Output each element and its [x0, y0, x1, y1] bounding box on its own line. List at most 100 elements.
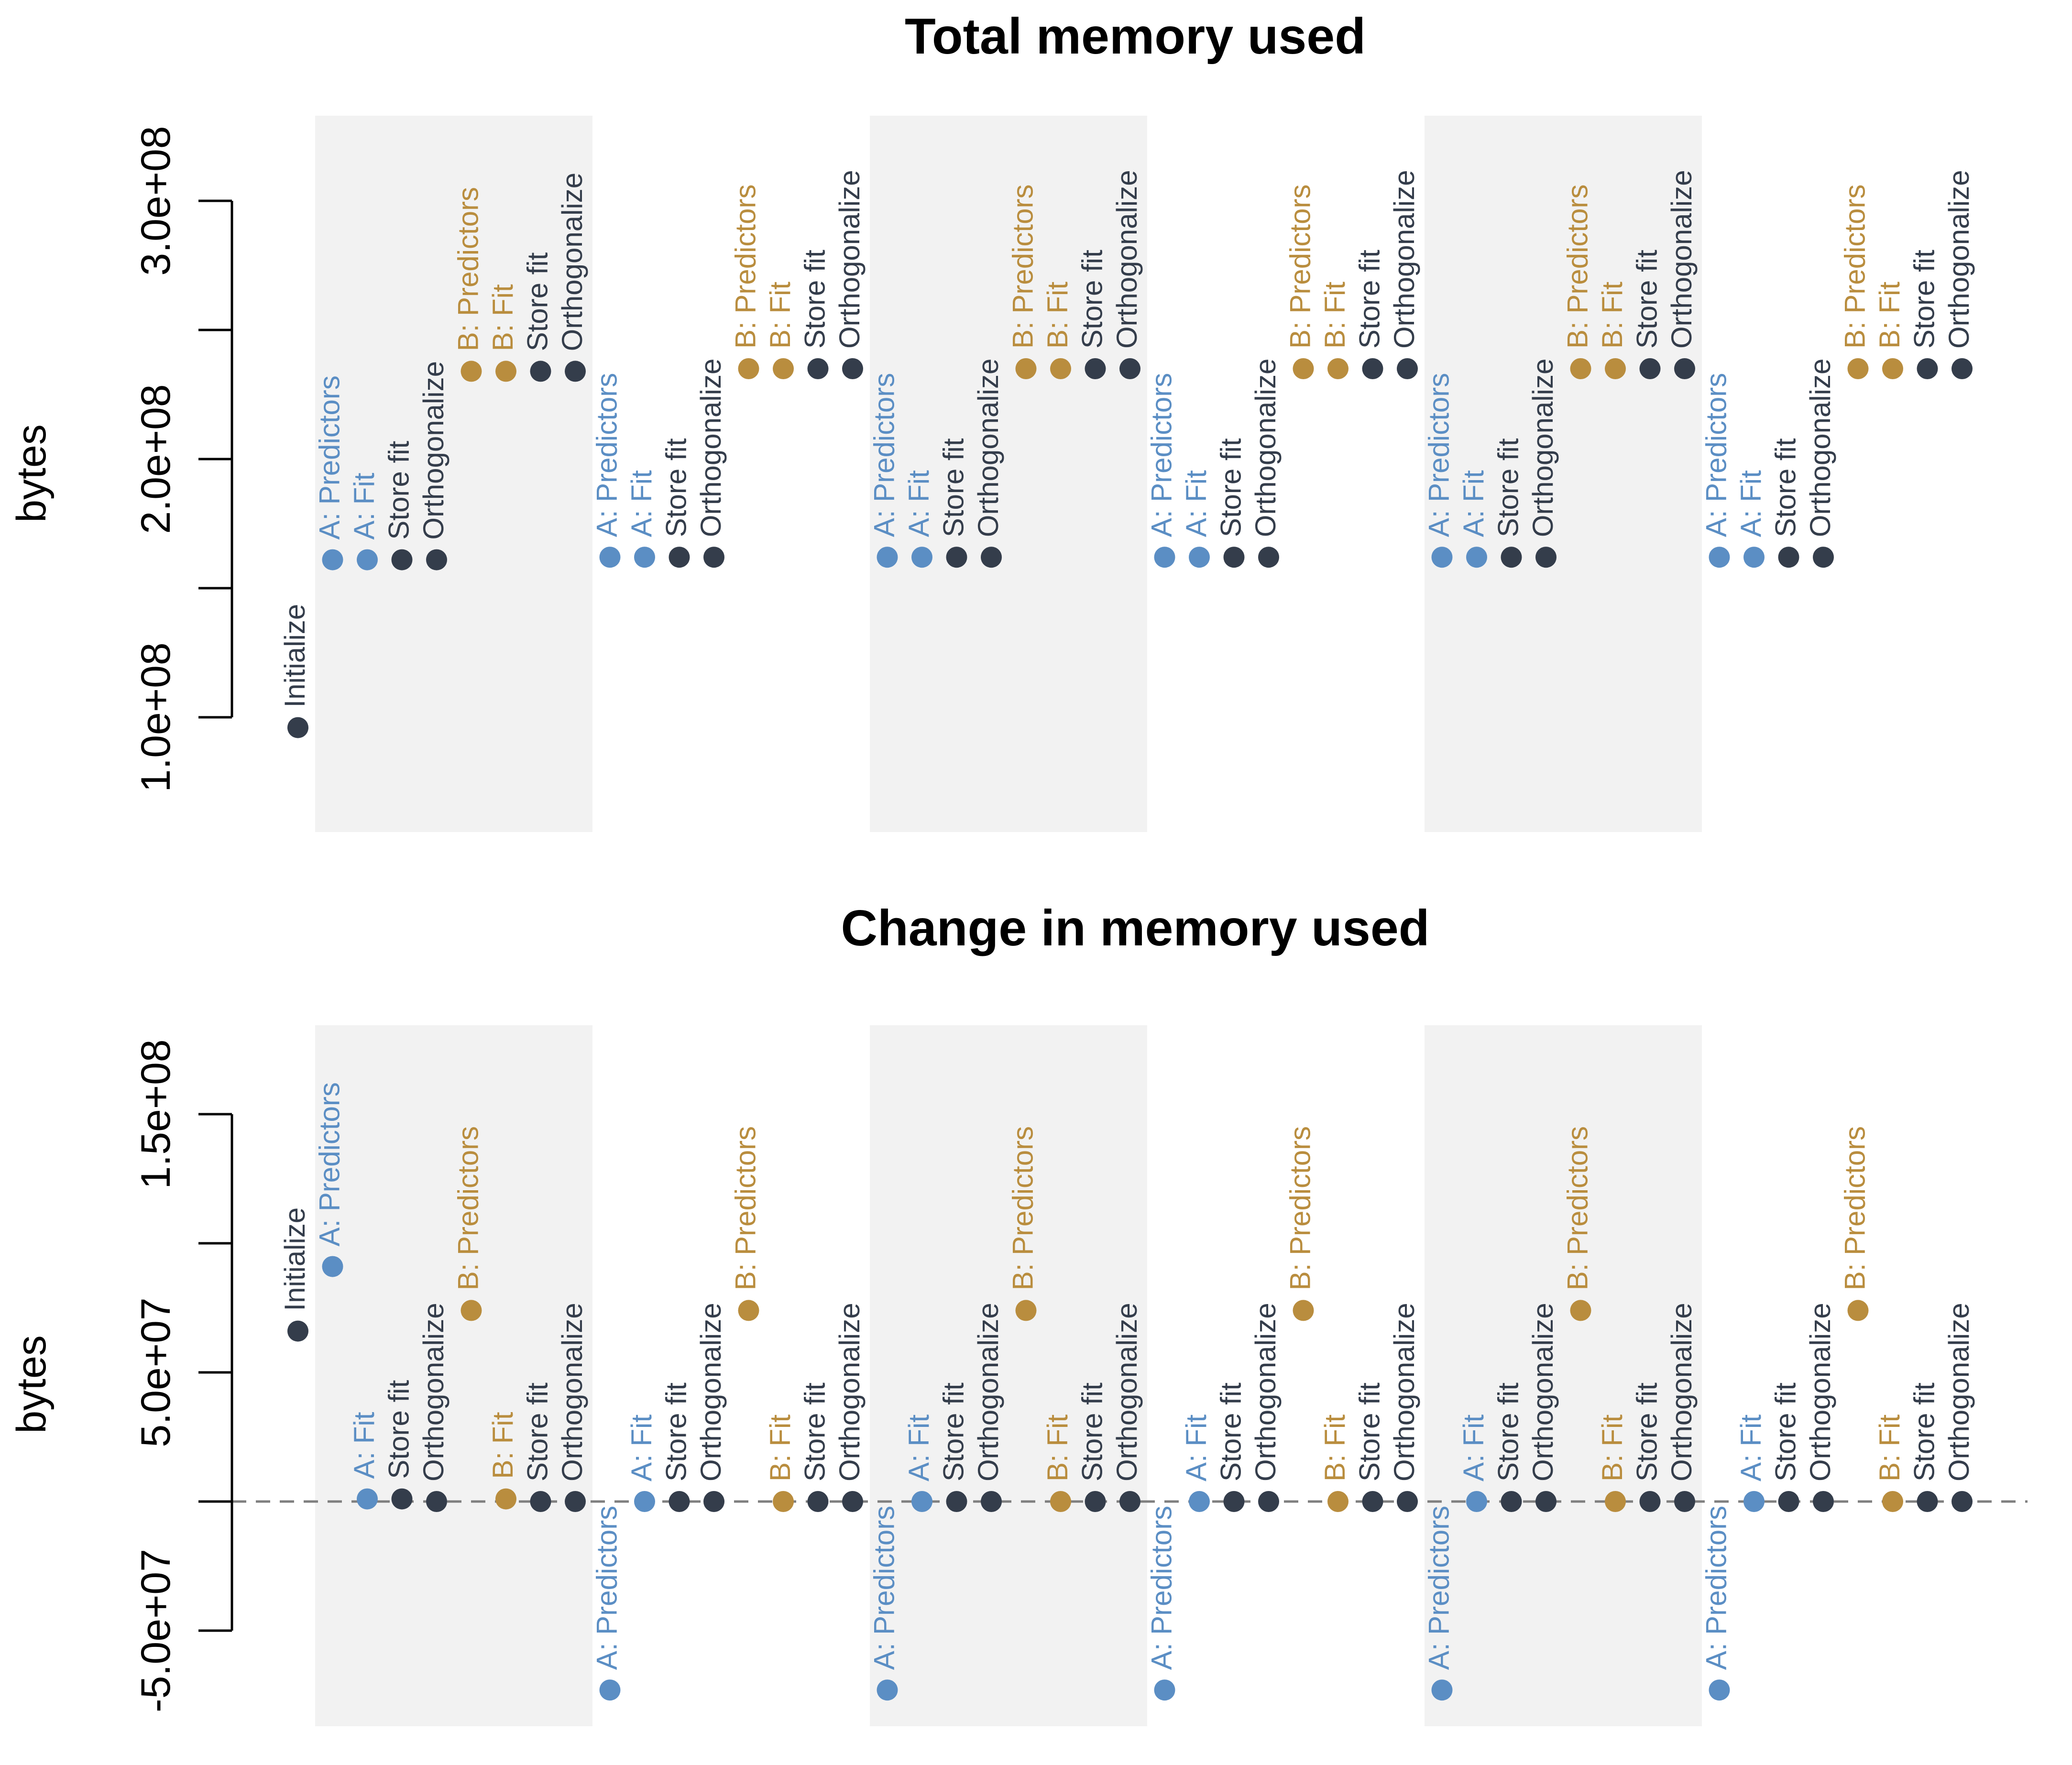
- point-label: Store fit: [383, 441, 415, 540]
- data-point: [1951, 1491, 1973, 1512]
- point-label: A: Fit: [1735, 1414, 1767, 1481]
- data-point: [1778, 547, 1799, 568]
- point-label: Orthogonalize: [1943, 170, 1975, 349]
- point-label: A: Predictors: [868, 373, 900, 537]
- data-point: [1743, 1491, 1765, 1512]
- point-label: Orthogonalize: [833, 1303, 866, 1481]
- point-label: A: Fit: [903, 470, 935, 537]
- data-point: [1847, 1300, 1869, 1321]
- point-label: Orthogonalize: [1250, 1303, 1282, 1481]
- shaded-block: [870, 116, 1147, 832]
- point-label: Store fit: [522, 1382, 554, 1481]
- data-point: [1119, 1491, 1140, 1512]
- point-label: B: Predictors: [1562, 1126, 1594, 1290]
- point-label: B: Fit: [1041, 282, 1074, 349]
- data-point: [1050, 358, 1071, 379]
- point-label: Orthogonalize: [972, 1303, 1004, 1481]
- data-point: [287, 1320, 308, 1342]
- data-point: [773, 1491, 794, 1512]
- point-label: B: Fit: [764, 282, 796, 349]
- data-point: [1917, 358, 1938, 379]
- data-point: [634, 1491, 655, 1512]
- point-label: Orthogonalize: [1666, 1303, 1698, 1481]
- data-point: [1639, 358, 1661, 379]
- point-label: Orthogonalize: [833, 170, 866, 349]
- point-label: A: Fit: [1458, 1414, 1490, 1481]
- data-point: [1223, 547, 1245, 568]
- data-point: [773, 358, 794, 379]
- y-tick-label: -5.0e+07: [133, 1549, 179, 1712]
- point-label: Orthogonalize: [1666, 170, 1698, 349]
- point-label: A: Predictors: [1423, 1506, 1455, 1670]
- data-point: [1293, 1300, 1314, 1321]
- point-label: A: Predictors: [314, 1082, 346, 1246]
- data-point: [738, 358, 759, 379]
- data-point: [1362, 1491, 1383, 1512]
- y-axis-label: bytes: [9, 1335, 55, 1434]
- data-point: [391, 1488, 413, 1510]
- data-point: [1085, 1491, 1106, 1512]
- data-point: [426, 549, 447, 570]
- point-label: Store fit: [1492, 438, 1524, 537]
- point-label: B: Predictors: [452, 187, 484, 351]
- point-label: A: Fit: [1735, 470, 1767, 537]
- y-axis: -5.0e+07 5.0e+07 1.5e+08: [133, 1039, 233, 1712]
- y-tick-label: 1.5e+08: [133, 1039, 179, 1189]
- data-point: [669, 547, 690, 568]
- data-point: [565, 361, 586, 382]
- chart-title: Total memory used: [905, 8, 1366, 65]
- data-point: [495, 1488, 516, 1510]
- data-point: [1223, 1491, 1245, 1512]
- data-point: [1813, 547, 1834, 568]
- data-point: [565, 1491, 586, 1512]
- data-point: [981, 547, 1002, 568]
- data-point: [1778, 1491, 1799, 1512]
- data-point: [1743, 547, 1765, 568]
- point-label: Store fit: [1215, 438, 1247, 537]
- shaded-block: [870, 1025, 1147, 1726]
- point-label: B: Predictors: [730, 185, 762, 349]
- data-point: [1258, 1491, 1279, 1512]
- point-label: Store fit: [1354, 1382, 1386, 1481]
- data-point: [391, 549, 413, 570]
- point-label: Store fit: [1354, 250, 1386, 349]
- data-point: [911, 1491, 932, 1512]
- point-label: Orthogonalize: [1804, 1303, 1836, 1481]
- point-label: B: Fit: [1596, 1414, 1628, 1481]
- data-point: [1085, 358, 1106, 379]
- point-label: Store fit: [1631, 1382, 1663, 1481]
- point-label: B: Fit: [1319, 282, 1351, 349]
- point-label: Store fit: [1908, 1382, 1940, 1481]
- data-point: [1501, 1491, 1522, 1512]
- point-label: Store fit: [938, 438, 970, 537]
- point-label: A: Predictors: [1146, 1506, 1178, 1670]
- data-point: [1674, 358, 1695, 379]
- point-label: Store fit: [799, 1382, 831, 1481]
- point-label: A: Predictors: [868, 1506, 900, 1670]
- data-point: [1917, 1491, 1938, 1512]
- data-point: [1050, 1491, 1071, 1512]
- point-label: Store fit: [1076, 1382, 1108, 1481]
- point-label: B: Fit: [487, 284, 519, 351]
- data-point: [322, 1256, 343, 1277]
- shaded-blocks: [315, 116, 1702, 832]
- data-point: [1293, 358, 1314, 379]
- data-point: [1570, 358, 1591, 379]
- point-label: Orthogonalize: [1250, 359, 1282, 537]
- data-point: [1605, 358, 1626, 379]
- point-label: B: Predictors: [730, 1126, 762, 1290]
- data-point: [1431, 547, 1453, 568]
- point-label: Orthogonalize: [695, 359, 727, 537]
- data-point: [1258, 547, 1279, 568]
- point-label: Orthogonalize: [972, 359, 1004, 537]
- point-label: A: Fit: [625, 470, 658, 537]
- point-label: B: Predictors: [452, 1126, 484, 1290]
- shaded-block: [315, 1025, 592, 1726]
- data-point: [703, 547, 724, 568]
- point-label: Initialize: [279, 604, 311, 708]
- data-point: [946, 547, 967, 568]
- data-point: [807, 358, 829, 379]
- point-label: A: Fit: [625, 1414, 658, 1481]
